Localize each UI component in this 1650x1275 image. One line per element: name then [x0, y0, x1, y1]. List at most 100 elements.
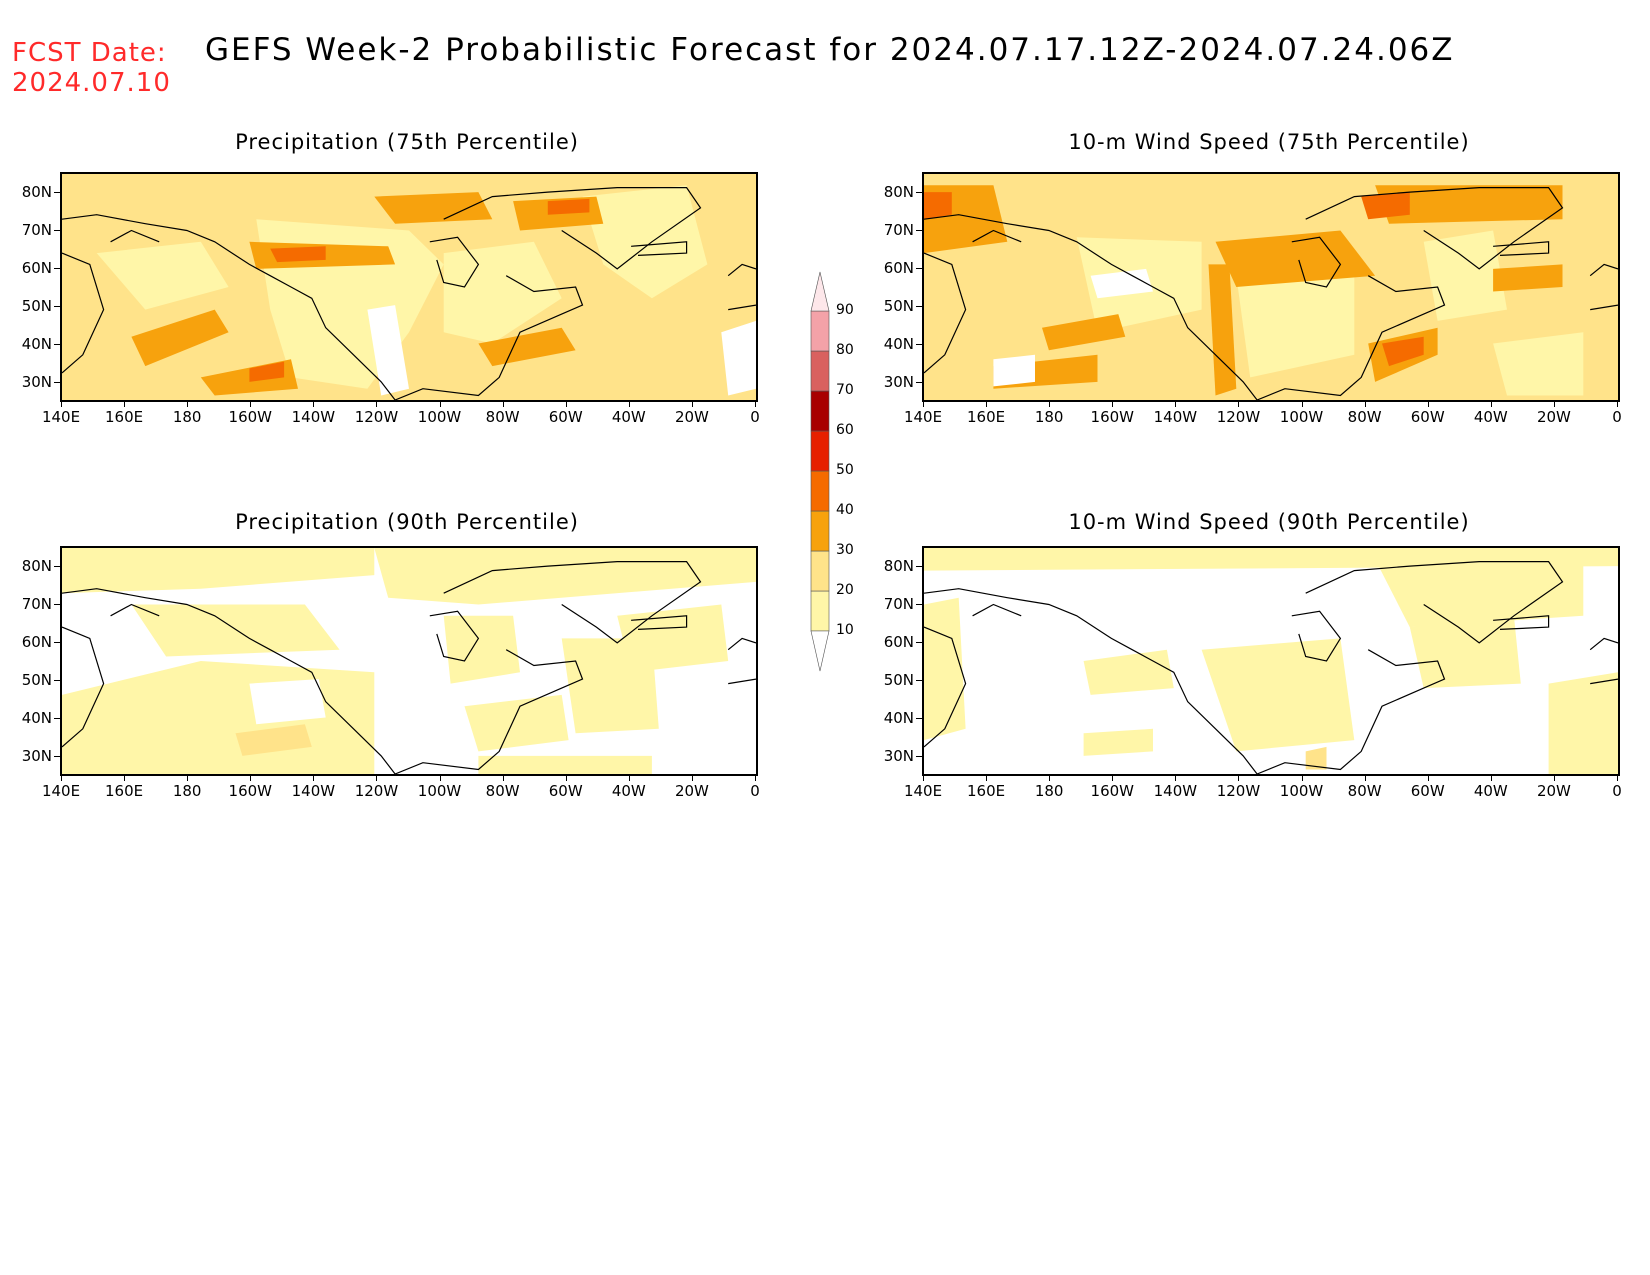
coastline [924, 214, 1258, 400]
colorbar-bottom-arrow [810, 630, 830, 672]
latitude-tick [916, 566, 922, 567]
longitude-label: 20W [674, 782, 709, 800]
probability-contour [1208, 264, 1237, 396]
latitude-label: 80N [21, 183, 52, 201]
latitude-label: 60N [21, 259, 52, 277]
longitude-label: 0 [1612, 782, 1622, 800]
longitude-label: 0 [1612, 408, 1622, 426]
coastline [429, 610, 480, 662]
longitude-label: 140W [291, 408, 336, 426]
latitude-label: 30N [883, 747, 914, 765]
probability-contour [96, 241, 229, 310]
longitude-tick [1112, 775, 1114, 781]
panel-title: 10-m Wind Speed (90th Percentile) [1068, 510, 1470, 534]
probability-contour [1493, 332, 1584, 396]
probability-contour [547, 198, 590, 215]
coastline [728, 304, 756, 311]
latitude-label: 60N [883, 259, 914, 277]
latitude-tick [54, 642, 60, 643]
probability-contour [1236, 264, 1355, 378]
longitude-tick [1175, 775, 1177, 781]
probability-contour [721, 320, 756, 396]
probability-contour [561, 638, 659, 734]
map-plot-area [60, 172, 758, 402]
latitude-label: 50N [21, 297, 52, 315]
probability-contour [367, 305, 409, 396]
panel-title: Precipitation (75th Percentile) [235, 130, 579, 154]
probability-contour [443, 241, 562, 344]
latitude-tick [54, 268, 60, 269]
longitude-label: 20W [674, 408, 709, 426]
latitude-tick [916, 604, 922, 605]
longitude-label: 120W [1216, 408, 1261, 426]
coastline [1590, 678, 1618, 685]
colorbar-level-label: 50 [836, 462, 854, 478]
colorbar-segment [810, 310, 830, 352]
latitude-tick [916, 344, 922, 345]
forecast-date-block: FCST Date: 2024.07.10 [12, 38, 171, 98]
colorbar-level-label: 40 [836, 502, 854, 518]
coastline [728, 678, 756, 685]
panel-title: Precipitation (90th Percentile) [235, 510, 579, 534]
colorbar-level-label: 30 [836, 542, 854, 558]
probability-contour [1083, 728, 1153, 756]
longitude-tick [61, 775, 62, 781]
colorbar-segment [810, 470, 830, 512]
panel-title: 10-m Wind Speed (75th Percentile) [1068, 130, 1470, 154]
latitude-label: 60N [21, 633, 52, 651]
latitude-tick [916, 268, 922, 269]
longitude-tick [923, 401, 924, 407]
colorbar-segment [810, 590, 830, 632]
probability-contour [62, 548, 375, 594]
latitude-label: 30N [21, 373, 52, 391]
coastline [1305, 561, 1564, 644]
longitude-label: 60W [1410, 408, 1445, 426]
longitude-label: 160E [967, 408, 1006, 426]
latitude-tick [54, 756, 60, 757]
latitude-label: 50N [883, 297, 914, 315]
colorbar-segment [810, 430, 830, 472]
longitude-label: 160W [1090, 782, 1134, 800]
latitude-label: 30N [21, 747, 52, 765]
latitude-label: 40N [21, 335, 52, 353]
coastline [62, 588, 396, 774]
coastline [110, 603, 160, 617]
coastline [1291, 236, 1342, 288]
longitude-label: 100W [417, 782, 462, 800]
latitude-label: 30N [883, 373, 914, 391]
probability-contour [582, 185, 708, 299]
coastline [110, 229, 160, 243]
longitude-tick [1049, 401, 1051, 407]
longitude-tick [1427, 401, 1429, 407]
coastline [62, 252, 105, 374]
latitude-tick [916, 382, 922, 383]
latitude-label: 60N [883, 633, 914, 651]
coastline [924, 252, 967, 374]
latitude-tick [54, 306, 60, 307]
coastline [727, 263, 756, 277]
longitude-label: 160E [967, 782, 1006, 800]
longitude-tick [1238, 775, 1240, 781]
longitude-tick [250, 401, 252, 407]
latitude-tick [54, 566, 60, 567]
longitude-tick [1238, 401, 1240, 407]
longitude-label: 40W [1473, 408, 1508, 426]
latitude-tick [916, 642, 922, 643]
probability-contour [131, 309, 229, 367]
map-graphic [62, 174, 756, 400]
colorbar-level-label: 60 [836, 422, 854, 438]
probability-contour [924, 192, 952, 220]
latitude-label: 80N [883, 557, 914, 575]
colorbar-level-label: 20 [836, 582, 854, 598]
coastline [394, 275, 584, 400]
latitude-tick [54, 192, 60, 193]
probability-contour [1375, 185, 1563, 224]
longitude-label: 140E [41, 408, 81, 426]
longitude-tick [1490, 401, 1492, 407]
coastline [1590, 304, 1618, 311]
coastline [924, 626, 967, 748]
longitude-label: 160W [228, 782, 272, 800]
longitude-label: 60W [548, 408, 583, 426]
coastline [1291, 610, 1342, 662]
longitude-label: 160W [1090, 408, 1134, 426]
